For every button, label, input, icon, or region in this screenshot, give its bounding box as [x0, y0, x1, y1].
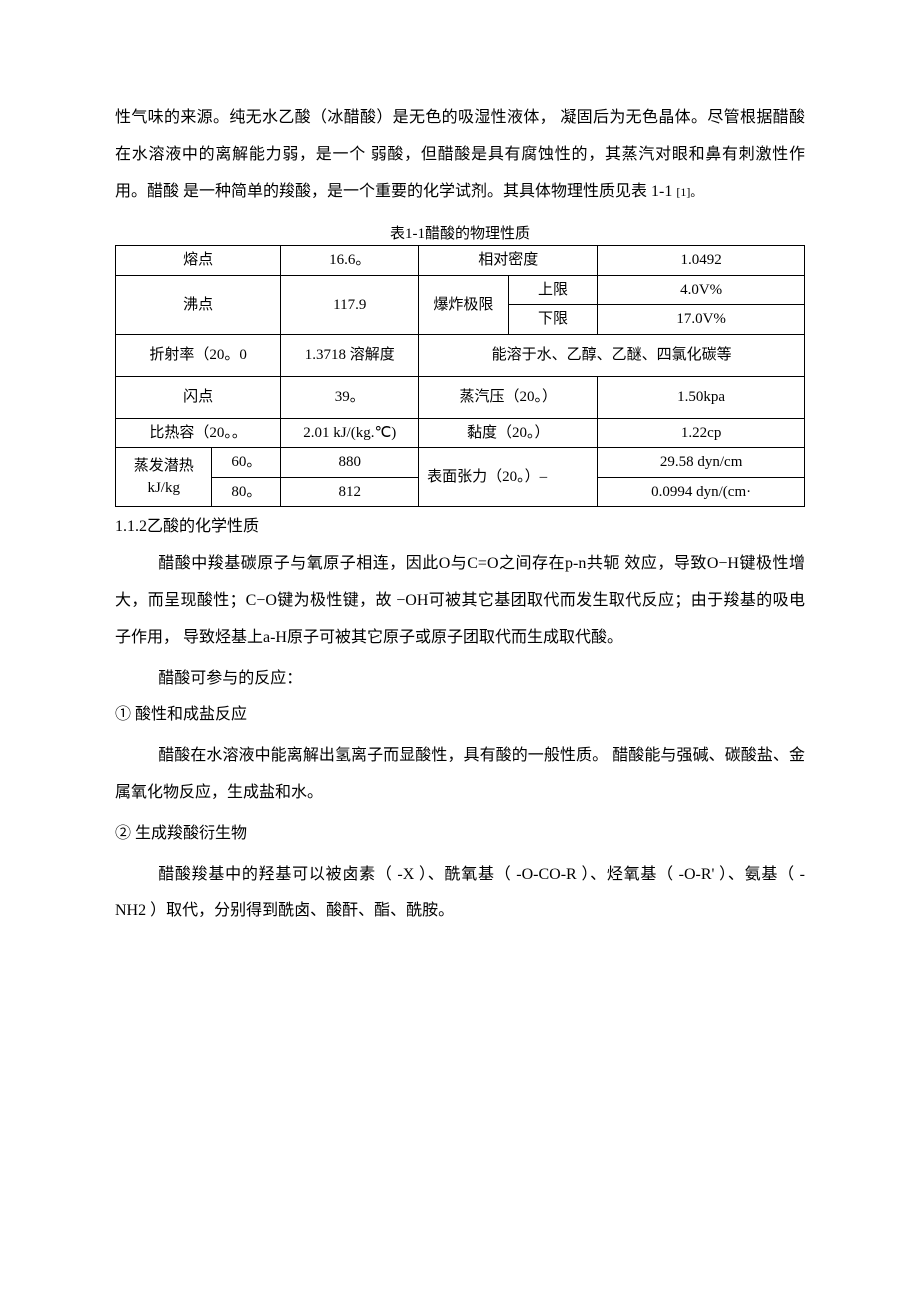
- table-row: 闪点 39。 蒸汽压（20。） 1.50kpa: [116, 376, 805, 418]
- cell: 29.58 dyn/cm: [598, 448, 805, 478]
- reaction-item-1: ① 酸性和成盐反应: [115, 697, 805, 734]
- cell: 117.9: [281, 275, 419, 334]
- reaction-item-1-body: 醋酸在水溶液中能离解出氢离子而显酸性，具有酸的一般性质。 醋酸能与强碱、碳酸盐、…: [115, 738, 805, 812]
- cell: 17.0V%: [598, 305, 805, 335]
- intro-paragraph: 性气味的来源。纯无水乙酸（冰醋酸）是无色的吸湿性液体， 凝固后为无色晶体。尽管根…: [115, 100, 805, 210]
- table-row: 比热容（20。。 2.01 kJ/(kg.℃) 黏度（20。） 1.22cp: [116, 418, 805, 448]
- cell: 16.6。: [281, 246, 419, 276]
- cell: 蒸汽压（20。）: [419, 376, 598, 418]
- cell: 熔点: [116, 246, 281, 276]
- cell: 闪点: [116, 376, 281, 418]
- cell: 爆炸极限: [419, 275, 509, 334]
- cell: 1.0492: [598, 246, 805, 276]
- cell: 39。: [281, 376, 419, 418]
- cell: 1.50kpa: [598, 376, 805, 418]
- properties-table: 熔点 16.6。 相对密度 1.0492 沸点 117.9 爆炸极限 上限 4.…: [115, 245, 805, 507]
- table-row: 沸点 117.9 爆炸极限 上限 4.0V%: [116, 275, 805, 305]
- cell: 沸点: [116, 275, 281, 334]
- reaction-item-2-body: 醋酸羧基中的羟基可以被卤素（ -X ）、酰氧基（ -O-CO-R ）、烃氧基（ …: [115, 857, 805, 931]
- reactions-intro: 醋酸可参与的反应：: [115, 661, 805, 698]
- cell: 1.3718 溶解度: [281, 334, 419, 376]
- chemistry-paragraph: 醋酸中羧基碳原子与氧原子相连，因此O与C=O之间存在p-n共轭 效应，导致O−H…: [115, 546, 805, 656]
- cell: 折射率（20。0: [116, 334, 281, 376]
- cell: 比热容（20。。: [116, 418, 281, 448]
- cell: 相对密度: [419, 246, 598, 276]
- cell: 80。: [212, 477, 281, 507]
- cell: 812: [281, 477, 419, 507]
- cell: 能溶于水、乙醇、乙醚、四氯化碳等: [419, 334, 805, 376]
- cell: 表面张力（20。）–: [419, 448, 598, 507]
- table-row: 熔点 16.6。 相对密度 1.0492: [116, 246, 805, 276]
- intro-reference: [1]。: [676, 185, 702, 199]
- table-row: 蒸发潜热kJ/kg 60。 880 表面张力（20。）– 29.58 dyn/c…: [116, 448, 805, 478]
- cell: 蒸发潜热kJ/kg: [116, 448, 212, 507]
- cell: 2.01 kJ/(kg.℃): [281, 418, 419, 448]
- cell: 1.22cp: [598, 418, 805, 448]
- table-caption: 表1-1醋酸的物理性质: [115, 222, 805, 243]
- cell: 黏度（20。）: [419, 418, 598, 448]
- cell: 880: [281, 448, 419, 478]
- cell: 0.0994 dyn/(cm·: [598, 477, 805, 507]
- cell: 60。: [212, 448, 281, 478]
- cell: 4.0V%: [598, 275, 805, 305]
- cell: 下限: [508, 305, 598, 335]
- table-row: 折射率（20。0 1.3718 溶解度 能溶于水、乙醇、乙醚、四氯化碳等: [116, 334, 805, 376]
- cell: 上限: [508, 275, 598, 305]
- section-heading: 1.1.2乙酸的化学性质: [115, 513, 805, 542]
- reaction-item-2: ② 生成羧酸衍生物: [115, 816, 805, 853]
